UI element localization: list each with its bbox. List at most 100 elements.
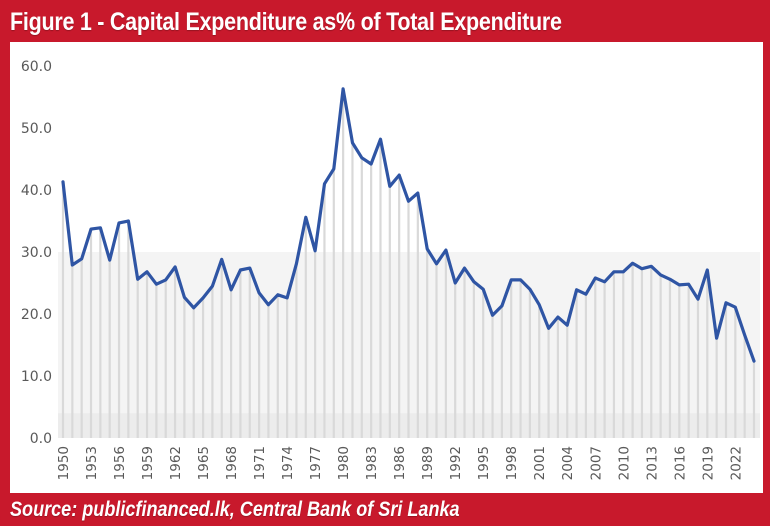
data-point xyxy=(519,278,522,282)
data-point xyxy=(61,180,65,184)
data-point xyxy=(510,278,513,282)
y-tick-label: 50.0 xyxy=(21,121,52,137)
data-point xyxy=(706,268,709,272)
data-point xyxy=(453,281,457,285)
data-point xyxy=(724,301,728,305)
data-point xyxy=(295,262,298,265)
x-tick-label: 2016 xyxy=(672,446,688,480)
data-point xyxy=(752,359,756,363)
y-tick-label: 60.0 xyxy=(21,59,52,75)
data-point xyxy=(687,283,690,286)
data-point xyxy=(416,191,420,195)
y-tick-label: 40.0 xyxy=(21,183,52,199)
data-point xyxy=(388,185,392,188)
data-point xyxy=(472,280,476,283)
x-tick-label: 1974 xyxy=(280,446,296,480)
x-tick-label: 1959 xyxy=(140,446,156,480)
data-point xyxy=(659,273,662,277)
data-point xyxy=(136,278,139,281)
y-tick-label: 10.0 xyxy=(21,369,52,385)
x-tick-label: 2022 xyxy=(728,446,744,480)
data-point xyxy=(220,258,223,261)
data-point xyxy=(164,278,167,282)
data-point xyxy=(71,263,74,267)
x-tick-label: 1950 xyxy=(56,446,72,480)
data-point xyxy=(603,280,606,283)
x-tick-label: 2019 xyxy=(700,446,716,480)
data-point xyxy=(145,270,149,274)
data-point xyxy=(622,270,625,274)
data-point xyxy=(369,162,373,166)
data-point xyxy=(379,137,382,141)
data-point xyxy=(276,293,279,296)
x-tick-label: 1983 xyxy=(364,446,380,480)
data-point xyxy=(155,283,158,286)
data-point xyxy=(313,249,317,252)
x-tick-label: 1956 xyxy=(112,446,128,480)
x-tick-label: 2004 xyxy=(560,446,576,480)
data-point xyxy=(183,296,186,299)
data-point xyxy=(239,268,242,272)
data-point xyxy=(435,262,438,265)
x-tick-label: 1980 xyxy=(336,446,352,480)
data-point xyxy=(248,266,251,270)
data-point xyxy=(211,284,214,288)
data-point xyxy=(584,292,588,296)
data-point xyxy=(491,314,494,317)
data-point xyxy=(715,336,718,340)
x-tick-label: 2007 xyxy=(588,446,604,480)
data-point xyxy=(696,297,700,301)
data-point xyxy=(743,333,746,337)
data-point xyxy=(304,216,307,219)
x-tick-label: 1989 xyxy=(420,446,436,480)
x-tick-label: 2001 xyxy=(532,446,548,480)
data-point xyxy=(528,288,532,291)
data-point xyxy=(444,248,448,252)
data-point xyxy=(678,283,681,287)
x-tick-label: 1986 xyxy=(392,446,408,480)
data-point xyxy=(631,261,634,265)
data-point xyxy=(650,265,653,268)
x-tick-label: 1953 xyxy=(84,446,100,480)
data-point xyxy=(80,257,83,261)
data-point xyxy=(556,315,560,319)
y-tick-label: 0.0 xyxy=(30,431,52,447)
data-point xyxy=(463,266,466,270)
data-point xyxy=(323,182,326,185)
y-tick-label: 20.0 xyxy=(21,307,52,323)
data-point xyxy=(285,296,289,300)
data-point xyxy=(257,291,261,295)
data-point xyxy=(538,303,541,306)
data-point xyxy=(612,270,616,274)
x-tick-label: 2013 xyxy=(644,446,660,480)
data-point xyxy=(360,156,364,159)
data-point xyxy=(117,221,121,225)
data-point xyxy=(332,167,335,171)
data-point xyxy=(482,288,485,291)
data-point xyxy=(425,247,429,251)
data-point xyxy=(640,267,644,270)
x-tick-label: 1968 xyxy=(224,446,240,480)
data-point xyxy=(668,278,672,281)
data-point xyxy=(407,199,410,203)
data-point xyxy=(734,305,737,309)
data-point xyxy=(89,227,93,231)
data-point xyxy=(500,304,504,308)
x-tick-label: 1992 xyxy=(448,446,464,480)
x-tick-label: 1998 xyxy=(504,446,520,480)
source-note: Source: publicfinanced.lk, Central Bank … xyxy=(10,498,460,521)
data-point xyxy=(341,87,345,91)
x-tick-label: 1971 xyxy=(252,446,268,480)
x-tick-label: 2010 xyxy=(616,446,632,480)
data-point xyxy=(566,323,569,327)
x-tick-label: 1995 xyxy=(476,446,492,480)
data-point xyxy=(108,258,111,262)
data-point xyxy=(594,276,597,280)
data-point xyxy=(173,265,177,269)
data-point xyxy=(575,288,578,292)
data-point xyxy=(127,219,130,223)
data-point xyxy=(229,288,233,292)
data-point xyxy=(267,303,270,306)
figure-title: Figure 1 - Capital Expenditure as% of To… xyxy=(10,8,562,36)
